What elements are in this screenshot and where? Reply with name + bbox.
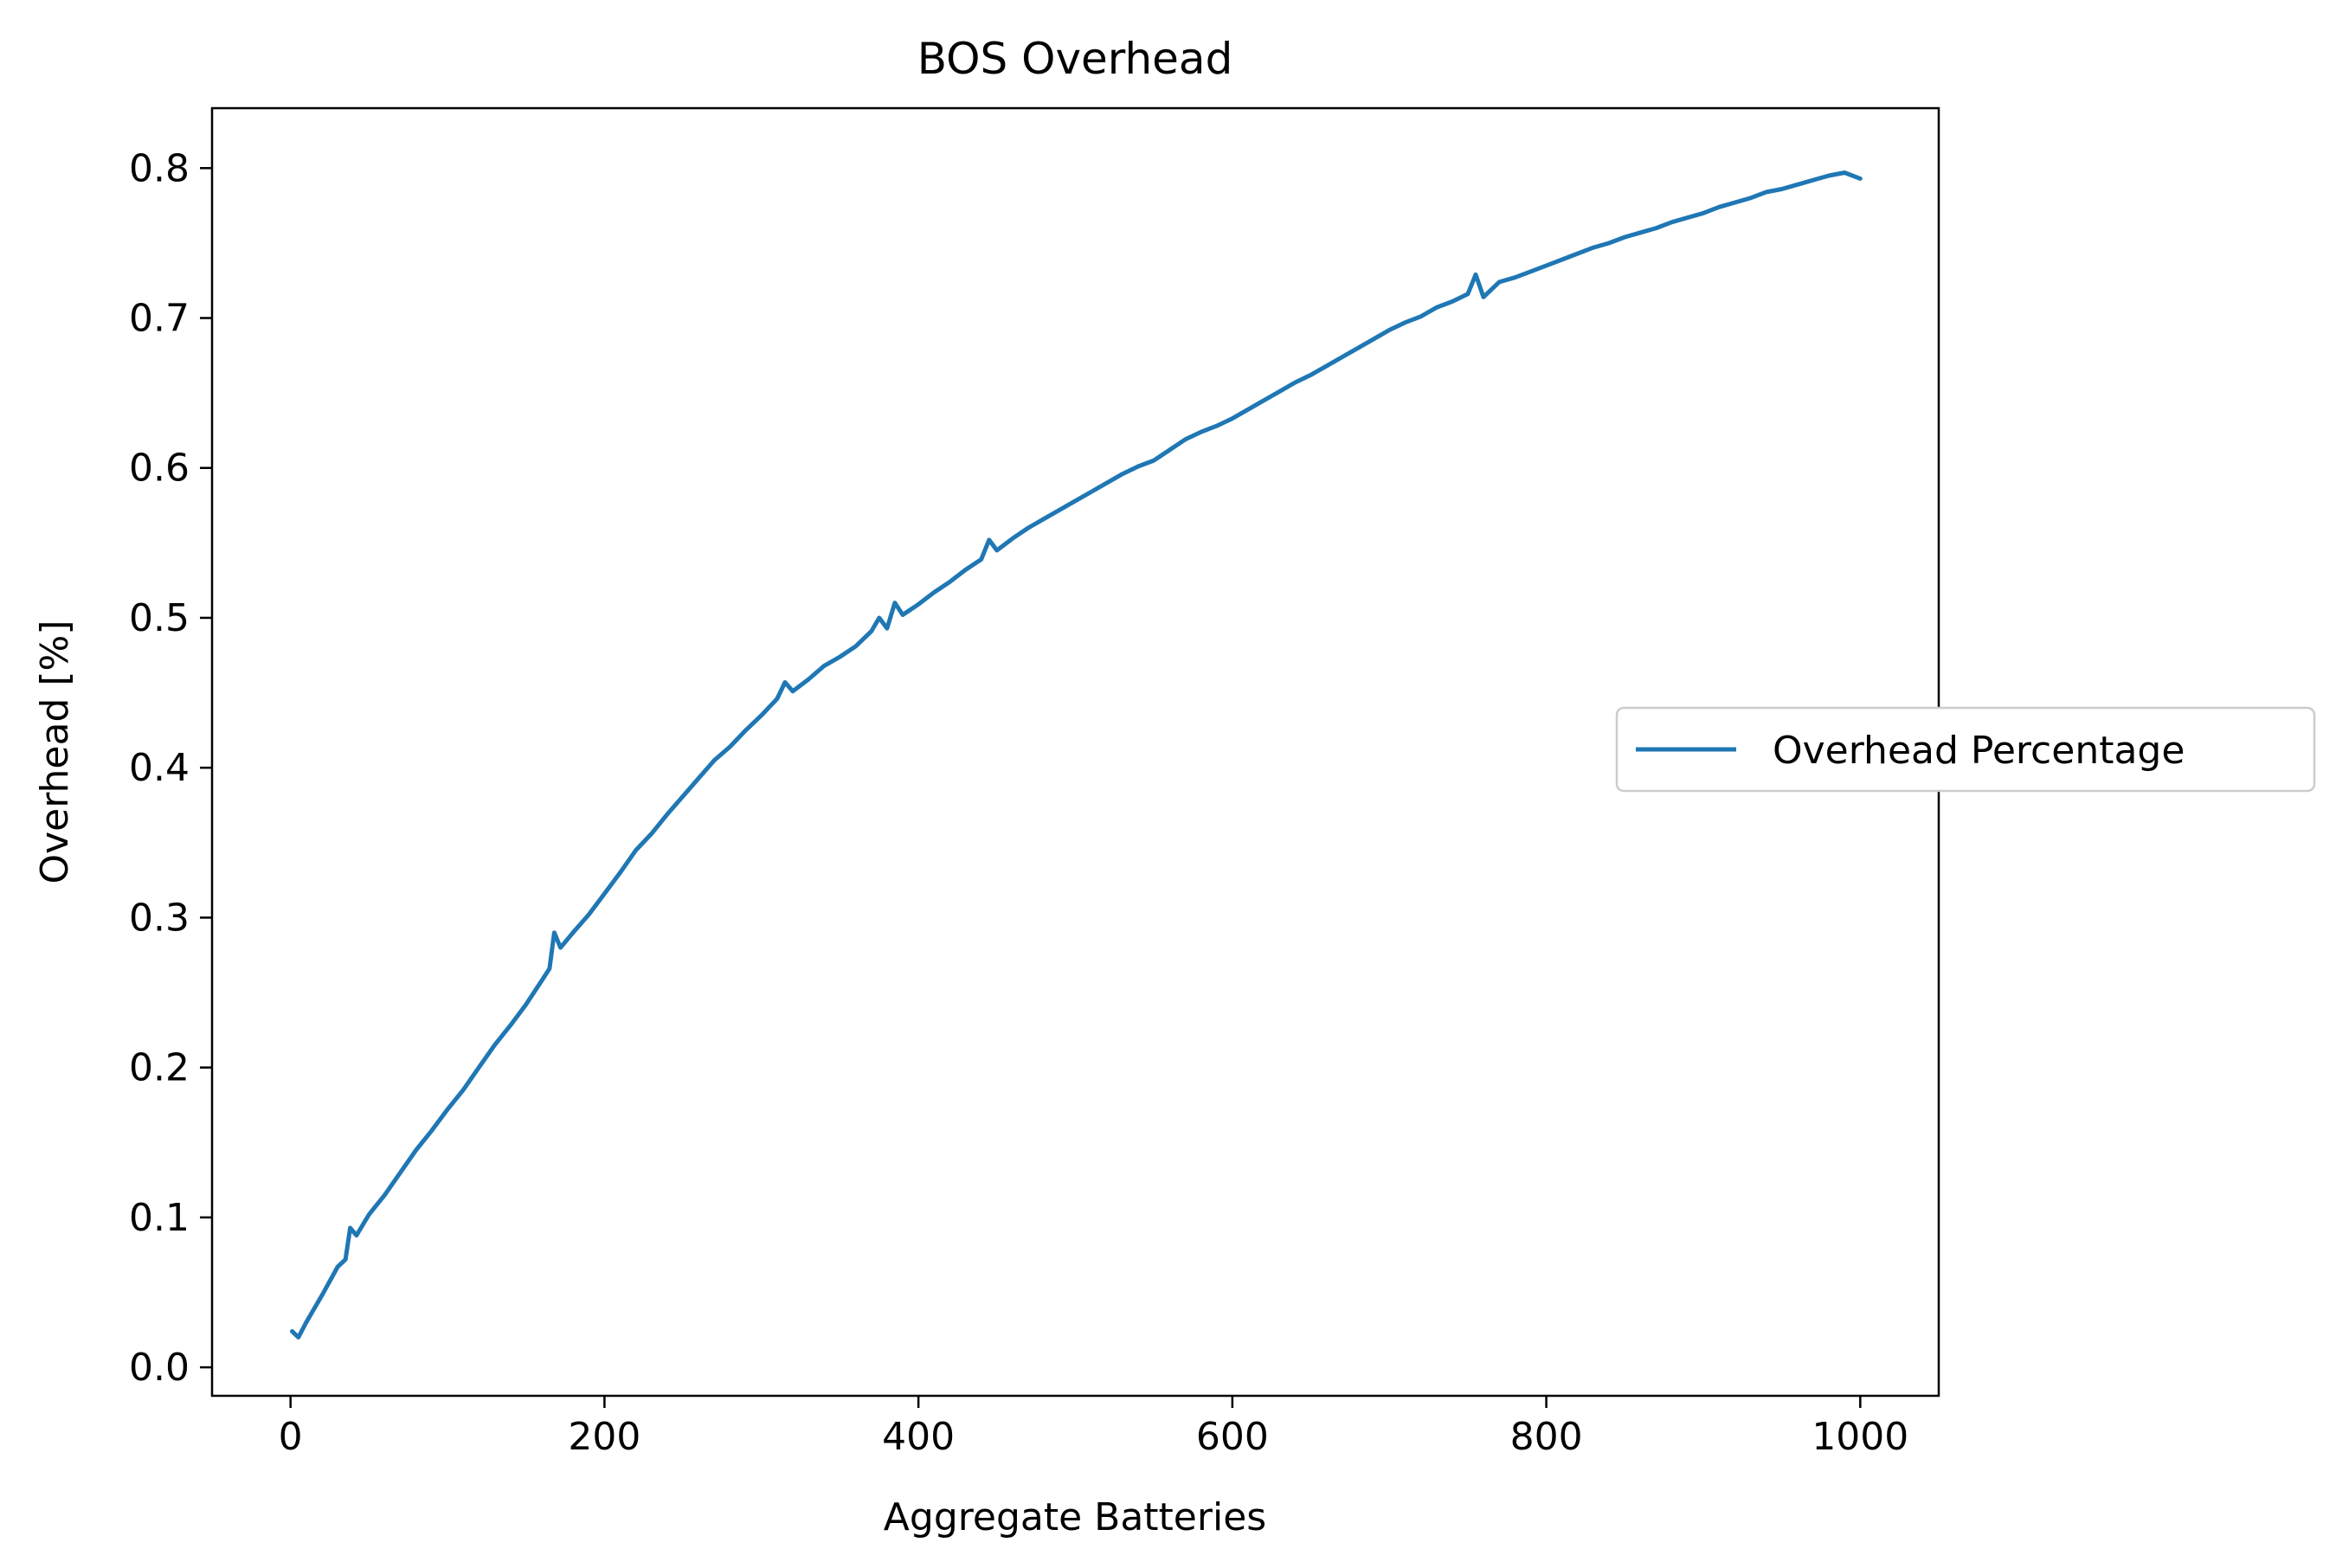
y-axis-ticks: 0.0 0.1 0.2 0.3 0.4 0.5 0.6 0.7 0.8	[129, 146, 212, 1390]
x-tick-label: 600	[1196, 1415, 1269, 1459]
x-axis-label: Aggregate Batteries	[884, 1495, 1266, 1539]
legend: Overhead Percentage	[1615, 706, 2316, 793]
chart-title: BOS Overhead	[917, 34, 1233, 84]
series-line-overhead-percentage	[290, 170, 1863, 1340]
y-tick-label: 0.4	[129, 746, 190, 790]
y-tick-label: 0.7	[129, 297, 190, 341]
y-tick-label: 0.6	[129, 447, 190, 491]
y-tick-label: 0.3	[129, 896, 190, 940]
x-tick-label: 1000	[1812, 1415, 1908, 1459]
x-tick-label: 800	[1510, 1415, 1583, 1459]
y-tick-label: 0.0	[129, 1346, 190, 1390]
x-tick-label: 400	[882, 1415, 955, 1459]
y-tick-label: 0.2	[129, 1046, 190, 1090]
legend-label: Overhead Percentage	[1773, 729, 2185, 773]
y-tick-label: 0.1	[129, 1196, 190, 1240]
y-axis-label: Overhead [%]	[33, 620, 77, 884]
x-tick-label: 0	[279, 1415, 303, 1459]
y-tick-label: 0.8	[129, 146, 190, 190]
legend-box	[1615, 706, 2316, 793]
y-tick-label: 0.5	[129, 596, 190, 640]
series-layer	[290, 170, 1863, 1340]
x-axis-ticks: 0 200 400 600 800 1000	[279, 1396, 1908, 1459]
x-tick-label: 200	[568, 1415, 640, 1459]
